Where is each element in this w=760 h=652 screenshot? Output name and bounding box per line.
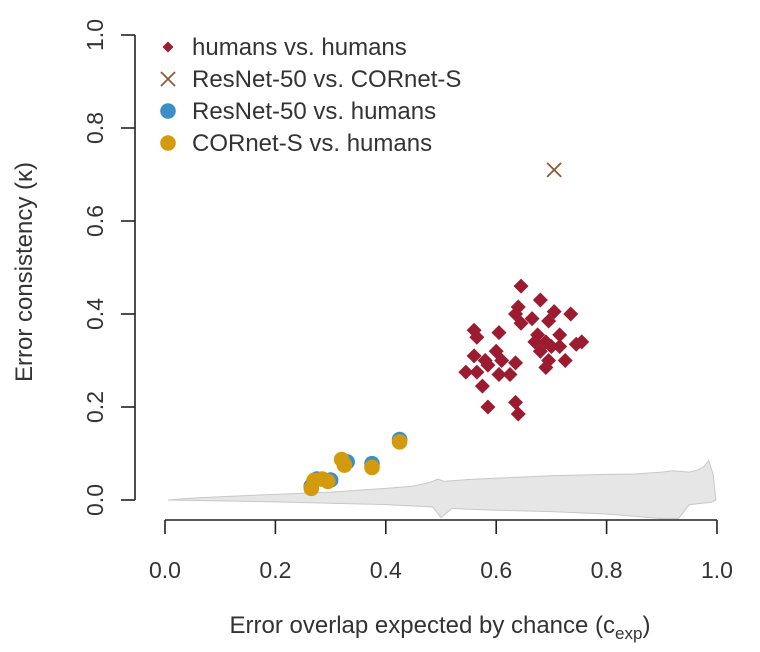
data-point — [466, 348, 482, 364]
data-point — [541, 313, 557, 329]
legend-label: humans vs. humans — [192, 34, 407, 61]
y-axis-label: Error consistency (κ) — [11, 162, 38, 382]
data-point — [546, 162, 562, 178]
legend-label: ResNet-50 vs. CORnet-S — [192, 66, 461, 93]
legend-item-resnet-50-vs-cornet-s: ResNet-50 vs. CORnet-S — [160, 66, 461, 93]
data-point — [336, 457, 353, 473]
y-tick-label: 0.6 — [82, 205, 108, 237]
data-point — [480, 399, 496, 415]
data-point — [494, 353, 510, 368]
data-point — [303, 480, 320, 497]
data-point — [320, 473, 336, 490]
data-point — [469, 329, 485, 345]
x-tick-label: 0.6 — [480, 557, 512, 583]
y-tick-label: 0.4 — [82, 298, 108, 330]
data-point — [491, 325, 507, 341]
x-tick-label: 0.0 — [149, 557, 181, 583]
data-point — [513, 315, 529, 331]
data-point — [568, 336, 584, 352]
legend-item-cornet-s-vs-humans: CORnet-S vs. humans — [160, 130, 432, 157]
data-point — [532, 292, 548, 308]
x-axis-ticks: 0.0 0.2 0.4 0.6 0.8 1.0 — [149, 520, 733, 583]
x-tick-label: 0.4 — [370, 557, 402, 583]
series-cornet-s-vs-humans — [303, 434, 408, 497]
data-point — [543, 339, 559, 355]
data-point — [524, 311, 540, 327]
legend-label: CORnet-S vs. humans — [192, 130, 432, 157]
data-point — [480, 357, 496, 373]
legend-label: ResNet-50 vs. humans — [192, 98, 436, 125]
series-resnet-50-vs-cornet-s — [546, 162, 562, 178]
y-tick-label: 0.8 — [82, 112, 108, 144]
data-point — [538, 359, 554, 375]
data-point — [391, 434, 408, 450]
data-point — [474, 378, 490, 394]
chance-band — [167, 459, 717, 520]
legend: humans vs. humans ResNet-50 vs. CORnet-S R… — [160, 34, 461, 157]
data-points-layer — [303, 162, 590, 497]
data-point — [510, 406, 526, 422]
x-tick-label: 1.0 — [701, 557, 733, 583]
legend-marker — [160, 135, 176, 151]
data-point — [458, 364, 474, 380]
x-axis-label: Error overlap expected by chance (cexp) — [230, 612, 651, 643]
data-point — [508, 355, 524, 371]
series-humans-vs-humans — [458, 278, 590, 422]
data-point — [469, 364, 485, 380]
data-point — [491, 366, 507, 382]
y-axis-ticks: 0.0 0.2 0.4 0.6 0.8 1.0 — [82, 19, 135, 516]
data-point — [502, 366, 518, 382]
data-point — [552, 327, 568, 343]
data-point — [364, 459, 380, 476]
data-point — [532, 343, 548, 359]
data-point — [552, 339, 568, 355]
data-point — [557, 353, 573, 368]
y-tick-label: 1.0 — [82, 19, 108, 51]
legend-item-humans-vs-humans: humans vs. humans — [162, 34, 407, 61]
legend-marker — [162, 41, 174, 53]
chance-band-layer — [167, 459, 717, 520]
x-axis-label-subscript: exp — [615, 624, 642, 643]
y-tick-label: 0.2 — [82, 391, 108, 423]
x-tick-label: 0.2 — [259, 557, 291, 583]
x-axis-label-end: ) — [642, 612, 650, 639]
x-tick-label: 0.8 — [591, 557, 623, 583]
legend-marker — [160, 71, 176, 87]
data-point — [513, 278, 529, 294]
axes: 0.0 0.2 0.4 0.6 0.8 1.0 0.0 0.2 0.4 0.6 0.8 1.0 — [82, 19, 733, 583]
y-tick-label: 0.0 — [82, 484, 108, 516]
legend-item-resnet-50-vs-humans: ResNet-50 vs. humans — [160, 98, 436, 125]
data-point — [563, 306, 579, 322]
data-point — [508, 394, 524, 410]
legend-marker — [160, 103, 176, 119]
x-axis-label-main: Error overlap expected by chance (c — [230, 612, 616, 639]
